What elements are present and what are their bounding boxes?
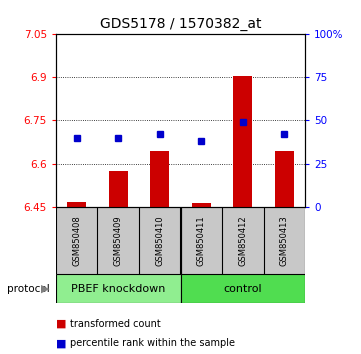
Text: control: control [223,284,262,293]
Text: ■: ■ [56,338,66,348]
Bar [192,203,210,207]
Text: GSM850410: GSM850410 [155,215,164,266]
Text: ▶: ▶ [41,284,49,293]
Bar [68,202,86,207]
Text: GSM850411: GSM850411 [197,215,206,266]
Bar [56,274,180,303]
Bar [151,151,169,207]
Text: protocol: protocol [7,284,50,293]
Text: transformed count: transformed count [70,319,161,329]
Title: GDS5178 / 1570382_at: GDS5178 / 1570382_at [100,17,261,31]
Bar [234,75,252,207]
Bar [109,171,127,207]
Text: GSM850408: GSM850408 [72,215,81,266]
Text: GSM850413: GSM850413 [280,215,289,266]
Text: ■: ■ [56,319,66,329]
Bar [180,274,305,303]
Bar [275,151,293,207]
Text: GSM850409: GSM850409 [114,215,123,266]
Text: percentile rank within the sample: percentile rank within the sample [70,338,235,348]
Text: GSM850412: GSM850412 [238,215,247,266]
Text: PBEF knockdown: PBEF knockdown [71,284,165,293]
